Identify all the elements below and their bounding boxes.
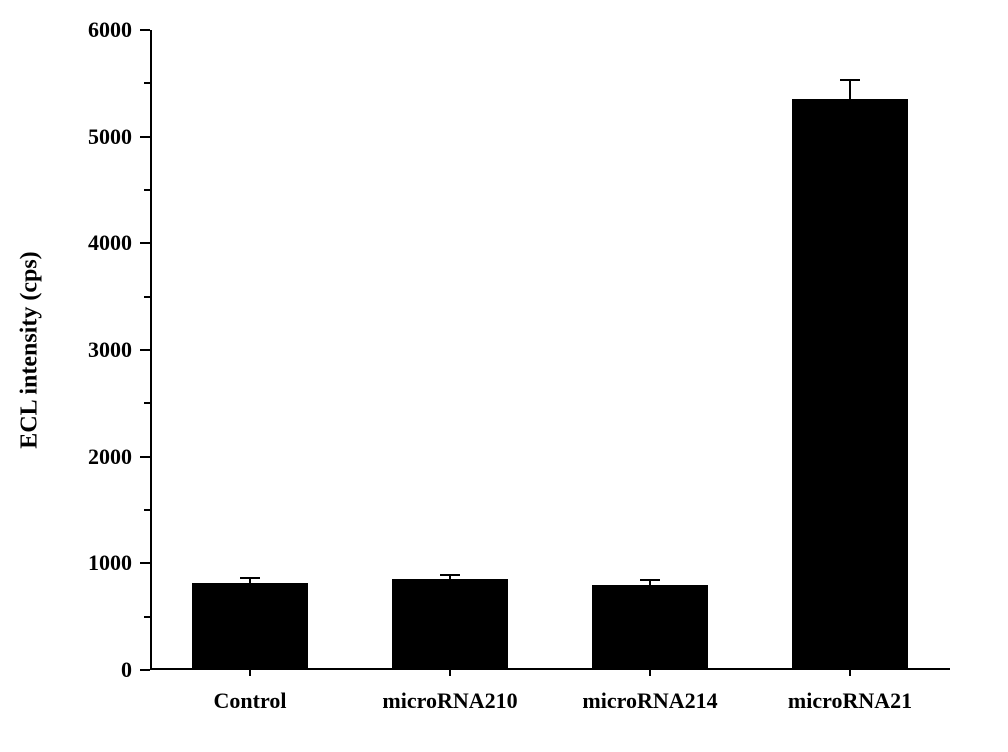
x-tick-label: Control	[214, 688, 287, 714]
error-bar-stem	[849, 80, 851, 99]
bar	[392, 579, 508, 670]
y-tick-label: 4000	[0, 230, 132, 256]
x-tick	[449, 670, 451, 676]
y-tick-major	[140, 669, 150, 671]
bar	[192, 583, 308, 670]
x-tick	[649, 670, 651, 676]
y-tick-label: 6000	[0, 17, 132, 43]
x-tick-label: microRNA214	[582, 688, 717, 714]
y-tick-major	[140, 562, 150, 564]
y-tick-minor	[144, 509, 150, 511]
bar	[792, 99, 908, 670]
y-tick-minor	[144, 296, 150, 298]
x-tick	[249, 670, 251, 676]
bar-chart: ECL intensity (cps) 01000200030004000500…	[0, 0, 1008, 752]
y-tick-minor	[144, 189, 150, 191]
y-tick-label: 0	[0, 657, 132, 683]
y-tick-label: 3000	[0, 337, 132, 363]
x-tick-label: microRNA210	[382, 688, 517, 714]
error-bar-cap	[240, 577, 260, 579]
error-bar-cap	[640, 579, 660, 581]
y-tick-label: 1000	[0, 550, 132, 576]
y-tick-major	[140, 456, 150, 458]
y-tick-major	[140, 242, 150, 244]
y-tick-major	[140, 136, 150, 138]
y-tick-minor	[144, 402, 150, 404]
y-tick-major	[140, 349, 150, 351]
error-bar-cap	[440, 574, 460, 576]
y-tick-label: 5000	[0, 124, 132, 150]
y-tick-minor	[144, 616, 150, 618]
error-bar-cap	[840, 79, 860, 81]
y-tick-label: 2000	[0, 444, 132, 470]
x-tick-label: microRNA21	[788, 688, 912, 714]
x-tick	[849, 670, 851, 676]
bar	[592, 585, 708, 670]
y-tick-major	[140, 29, 150, 31]
y-tick-minor	[144, 82, 150, 84]
y-axis	[150, 30, 152, 670]
